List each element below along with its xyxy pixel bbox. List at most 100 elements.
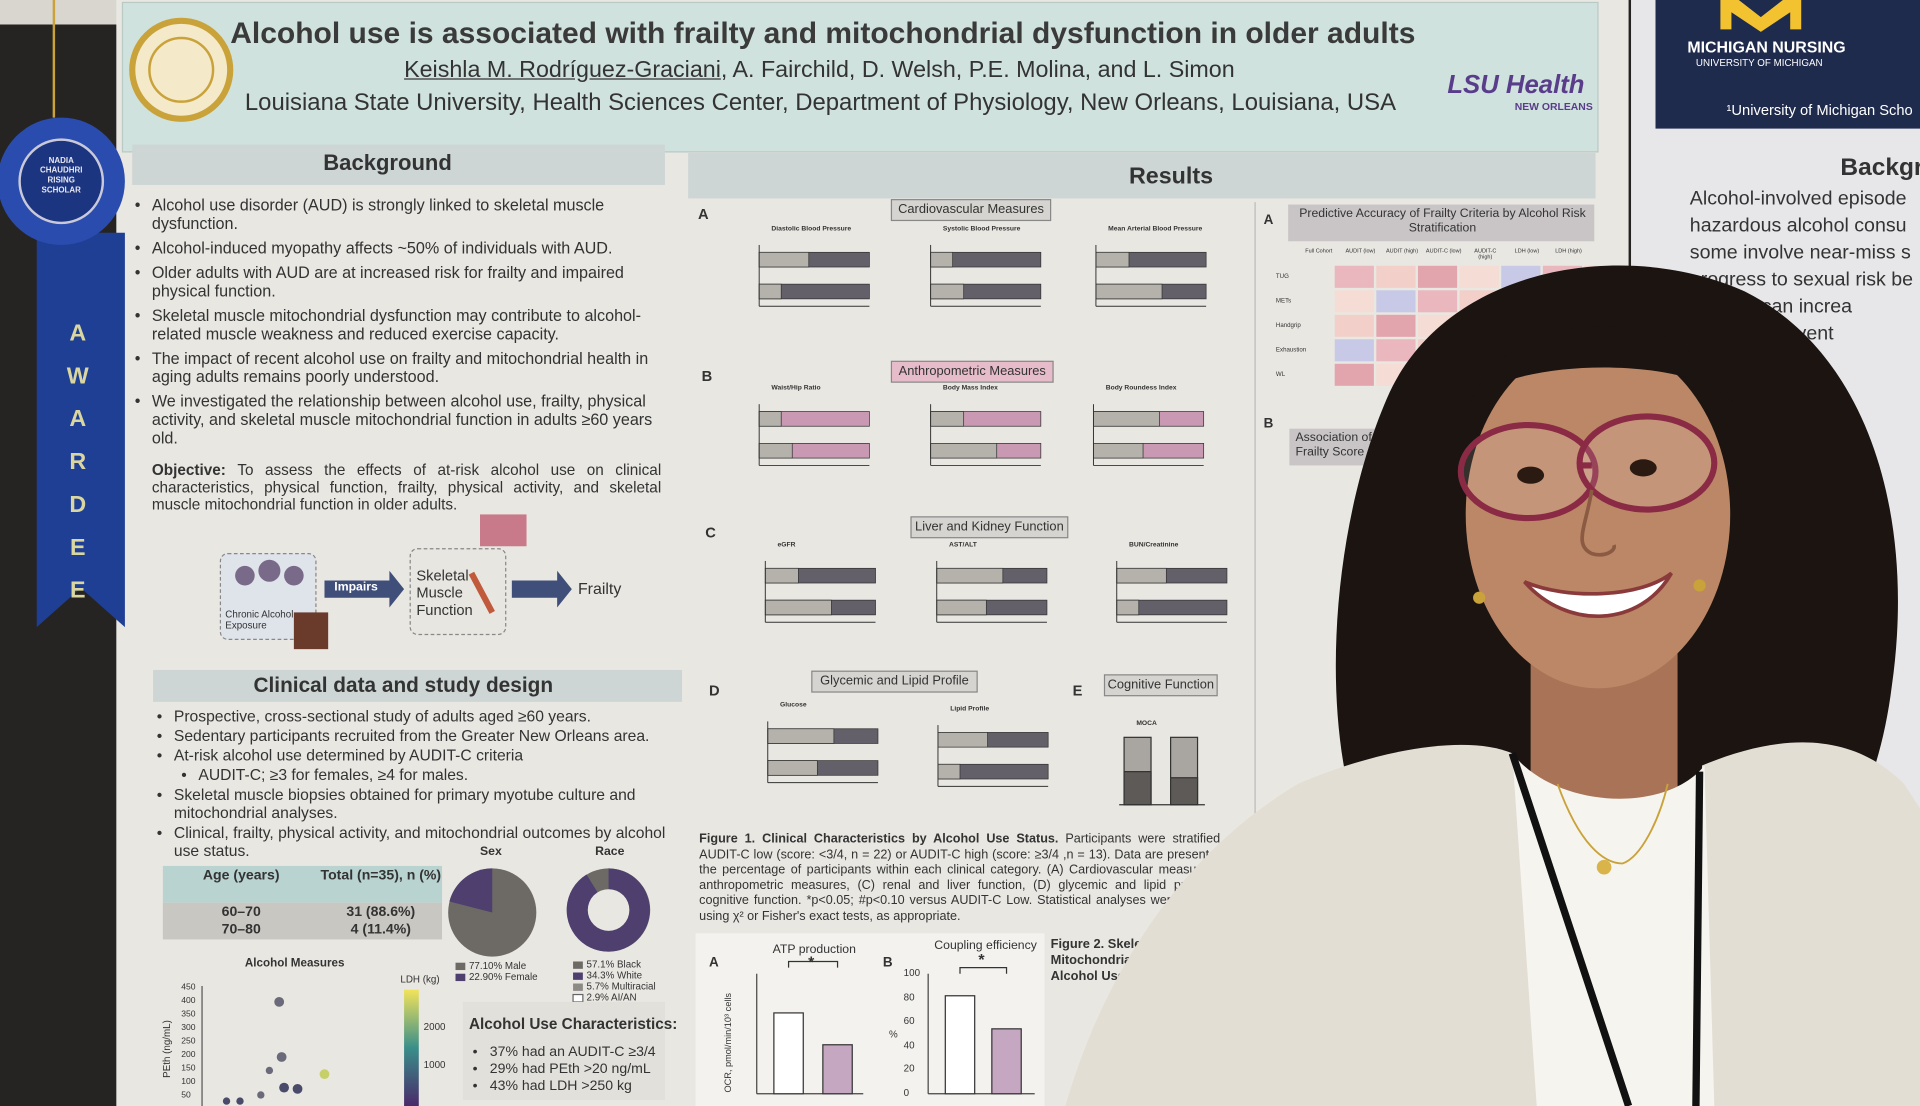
objective-label: Objective:: [151, 461, 226, 479]
table-body: [162, 902, 443, 940]
significance: *: [978, 950, 985, 969]
table-header-cell: Total (n=35), n (%): [320, 868, 442, 884]
table-header: [162, 865, 443, 903]
dot: [257, 1091, 265, 1099]
mini-bar: [1170, 777, 1199, 806]
colorbar: [404, 989, 419, 1106]
pendant: [1596, 859, 1612, 875]
bullet: AUDIT-C; ≥3 for females, ≥4 for males.: [181, 766, 681, 784]
mini-chart-title: AST/ALT: [948, 541, 977, 549]
tick-label: 100: [181, 1077, 196, 1087]
section-title: Anthropometric Measures: [898, 363, 1046, 379]
clinical-bullets: Prospective, cross-sectional study of ad…: [157, 707, 681, 861]
heat-cell: [1417, 265, 1458, 288]
coauthors: , A. Fairchild, D. Welsh, P.E. Molina, a…: [720, 57, 1235, 84]
significance-bracket: [959, 966, 1008, 974]
affiliation: Louisiana State University, Health Scien…: [244, 89, 1397, 117]
mini-chart-title: Glucose: [780, 701, 807, 710]
dot: [274, 996, 285, 1007]
ribbon-tail: [36, 232, 125, 628]
column-label: Full Cohort: [1305, 247, 1333, 254]
body-text: Alcohol-involved episode: [1689, 188, 1907, 210]
muscle-icon: [468, 571, 495, 614]
table-cell: 4 (11.4%): [350, 922, 411, 937]
section-heading: Clinical data and study design: [253, 673, 554, 697]
tick-label: 20: [903, 1063, 915, 1075]
nose: [1580, 489, 1616, 557]
target: Skeletal Muscle Function: [416, 567, 473, 619]
column-label: LDH (high): [1555, 247, 1582, 254]
donut-hole: [587, 889, 630, 931]
bar: [991, 1028, 1022, 1095]
necklace: [1556, 783, 1669, 865]
pie-slice: [449, 868, 493, 913]
legend-label: 57.1% Black: [586, 959, 641, 971]
summary-title: Alcohol Use Characteristics:: [468, 1015, 678, 1033]
column-label: AUDIT (high): [1386, 247, 1419, 254]
axis-label: %: [888, 1028, 898, 1040]
institution: MICHIGAN NURSING: [1687, 37, 1846, 57]
tick-label: 450: [181, 983, 196, 993]
legend-swatch: [573, 961, 583, 969]
heat-cell: [1376, 339, 1416, 362]
dot: [276, 1052, 287, 1062]
lead-author: Keishla M. Rodríguez-Graciani: [404, 57, 721, 84]
affiliation: ¹University of Michigan Scho: [1726, 101, 1913, 119]
bullet: The impact of recent alcohol use on frai…: [135, 349, 664, 386]
bullet: We investigated the relationship between…: [135, 392, 664, 447]
chart-title: Alcohol Measures: [244, 956, 345, 971]
diagram-label: Skeletal Muscle Function: [416, 567, 502, 618]
arrow: [324, 570, 405, 608]
figure-text: Mitochondrial: [1050, 952, 1135, 968]
panel-letter: B: [701, 367, 713, 385]
legend-swatch: [573, 972, 583, 980]
bullet: Skeletal muscle mitochondrial dysfunctio…: [135, 306, 664, 343]
bullet: Alcohol-induced myopathy affects ~50% of…: [135, 239, 664, 257]
panel-letter: E: [1072, 682, 1083, 700]
panel-title-box: [1288, 204, 1595, 242]
column-label: AUDIT (low): [1345, 247, 1376, 254]
mini-chart-title: BUN/Creatinine: [1128, 541, 1179, 549]
figure-title: Figure 2. Skelet: [1050, 936, 1146, 952]
heat-cell: [1334, 265, 1374, 288]
figure-panel: [695, 933, 1045, 1106]
table-cell: 70–80: [221, 922, 261, 937]
ribbon-award: AWARDEE: [64, 320, 91, 621]
mini-charts: [758, 199, 1228, 806]
shirt: [1512, 753, 1715, 1106]
mini-chart-title: Mean Arterial Blood Pressure: [1108, 225, 1203, 233]
heat-cell: [1334, 339, 1374, 362]
poster-title: Alcohol use is associated with frailty a…: [230, 17, 1416, 51]
row-label: METs: [1275, 297, 1292, 305]
heat-cell: [1376, 290, 1416, 313]
dot: [265, 1066, 274, 1075]
dot: [279, 1082, 289, 1093]
figure-caption: Figure 1. Clinical Characteristics by Al…: [699, 833, 1240, 926]
diagram-label: Chronic Alcohol Exposure: [225, 609, 313, 631]
figure-text: Alcohol Use: [1050, 968, 1125, 984]
tick-label: 100: [903, 967, 921, 979]
caption-text: Participants were stratified as AUDIT-C …: [699, 832, 1241, 924]
column-label: AUDIT-C (low): [1425, 247, 1462, 254]
significance: *: [808, 952, 815, 972]
dot: [319, 1069, 330, 1080]
chart-title: ATP production: [772, 943, 856, 957]
bar: [773, 1012, 804, 1095]
section-title-box: [1103, 674, 1218, 697]
heat-cell: [1334, 314, 1374, 337]
block-m-logo: [1720, 0, 1802, 32]
section-title-box: [811, 670, 978, 693]
bullet: 43% had LDH >250 kg: [473, 1078, 669, 1095]
dot: [236, 1097, 244, 1105]
tick-label: 300: [181, 1023, 196, 1033]
section-heading: Results: [1128, 164, 1214, 190]
bullet: Sedentary participants recruited from th…: [157, 726, 681, 744]
heat-cell: [1334, 363, 1374, 386]
eye: [1629, 459, 1657, 477]
poster-header: [121, 1, 1599, 153]
table-cell: 31 (88.6%): [346, 905, 416, 920]
legend-label: 77.10% Male: [468, 960, 527, 972]
mini-chart-title: Body Roundess Index: [1105, 384, 1177, 392]
body-text: hazardous alcohol consu: [1689, 215, 1907, 237]
